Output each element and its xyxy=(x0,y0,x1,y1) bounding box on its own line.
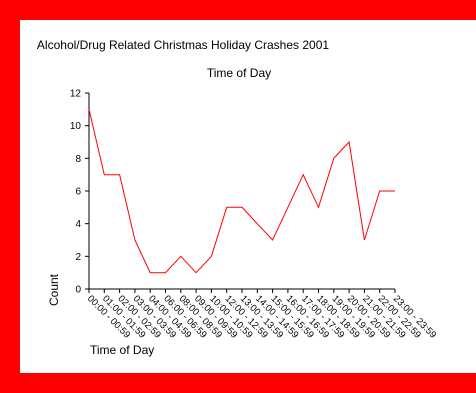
chart-subtitle: Time of Day xyxy=(207,66,271,80)
y-tick-label: 0 xyxy=(75,285,81,296)
y-tick-label: 12 xyxy=(70,89,82,100)
line-chart: Alcohol/Drug Related Christmas Holiday C… xyxy=(37,38,438,357)
series-line xyxy=(88,109,395,274)
y-tick-label: 10 xyxy=(70,121,82,132)
chart-panel: Alcohol/Drug Related Christmas Holiday C… xyxy=(20,20,476,373)
y-tick-label: 2 xyxy=(75,252,81,263)
y-tick-label: 4 xyxy=(75,219,81,230)
y-tick-label: 8 xyxy=(75,154,81,165)
chart-title: Alcohol/Drug Related Christmas Holiday C… xyxy=(37,38,329,52)
x-axis-label: Time of Day xyxy=(90,343,154,357)
y-axis-label: Count xyxy=(47,273,61,306)
y-tick-label: 6 xyxy=(75,187,81,198)
